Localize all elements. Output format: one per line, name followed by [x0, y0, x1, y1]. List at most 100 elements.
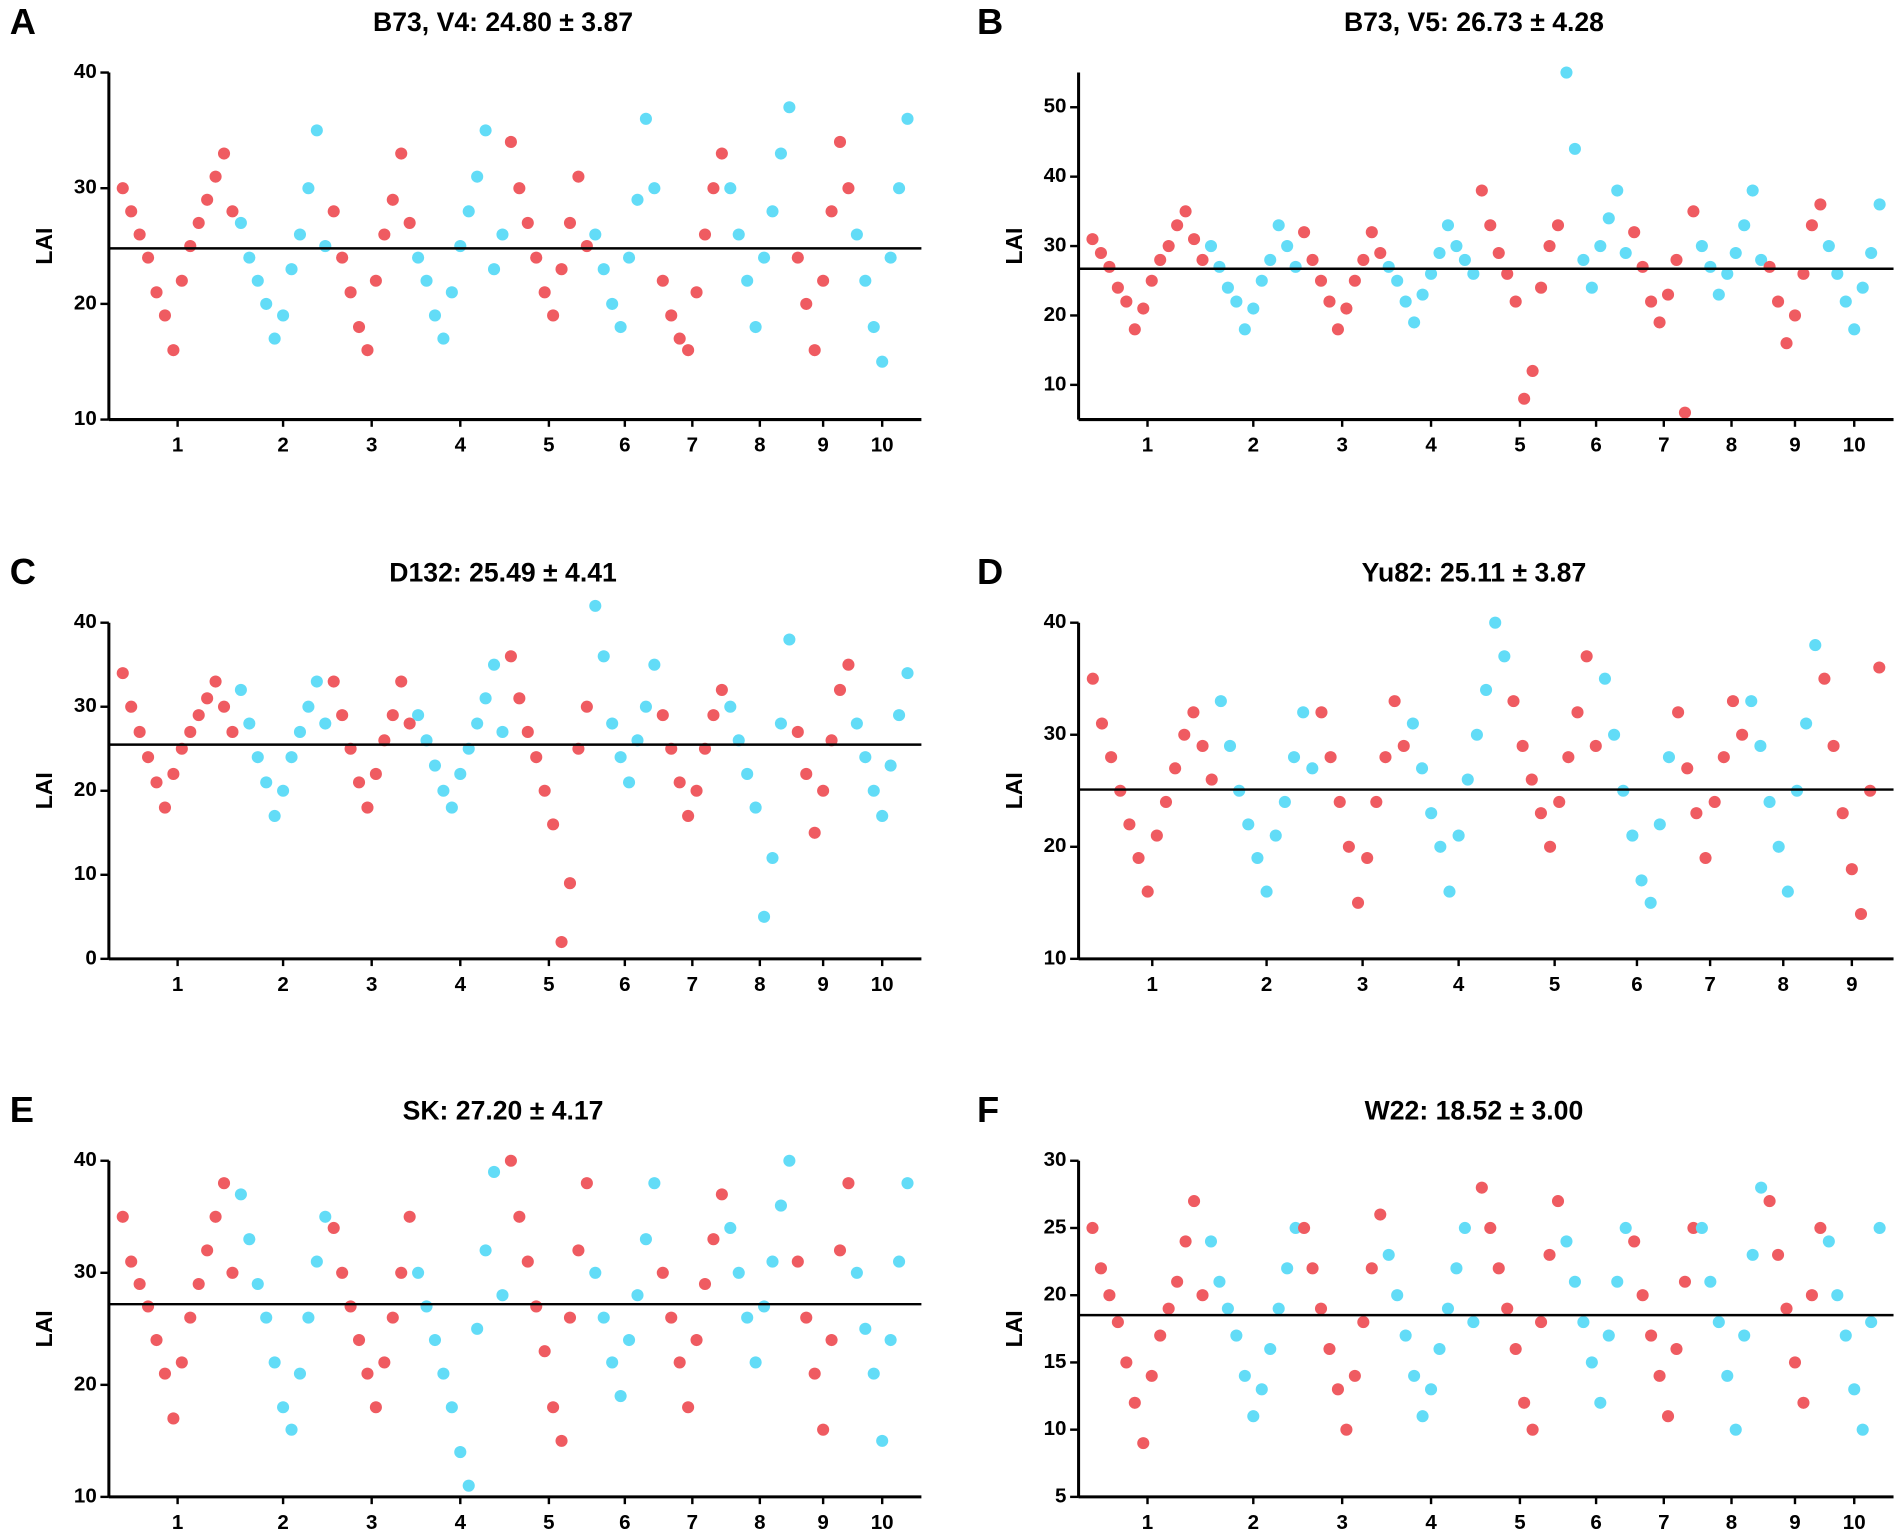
data-point: [445, 1401, 458, 1414]
data-point: [1535, 1316, 1548, 1329]
data-point: [1814, 1221, 1827, 1235]
data-point: [1585, 1356, 1598, 1369]
data-point: [336, 251, 349, 264]
x-tick-label: 5: [1514, 1511, 1525, 1534]
data-point: [1484, 1221, 1497, 1235]
x-tick-label: 3: [366, 1511, 377, 1534]
data-point: [825, 734, 838, 747]
chart-title: B73, V4: 24.80 ± 3.87: [373, 7, 633, 37]
data-point: [690, 286, 703, 299]
data-point: [774, 717, 787, 730]
y-tick-label: 20: [74, 1372, 97, 1395]
data-point: [1095, 717, 1109, 730]
data-point: [1314, 274, 1328, 287]
data-point: [175, 1356, 188, 1369]
data-point: [1086, 233, 1099, 246]
data-point: [1653, 316, 1666, 329]
x-tick-label: 2: [277, 434, 288, 457]
data-point: [1848, 323, 1861, 336]
data-point: [1645, 1329, 1658, 1342]
data-point: [707, 182, 720, 195]
data-point: [116, 667, 129, 680]
data-point: [783, 101, 796, 114]
data-point: [884, 1333, 897, 1347]
data-point: [1636, 260, 1649, 273]
data-point: [142, 751, 155, 764]
x-tick-label: 8: [1726, 1511, 1737, 1534]
data-point: [1348, 1369, 1361, 1382]
x-tick-label: 1: [172, 1511, 183, 1534]
data-point: [1626, 829, 1639, 842]
data-point: [1141, 885, 1154, 898]
data-point: [893, 1255, 906, 1268]
data-point: [1094, 246, 1107, 260]
data-point: [201, 1244, 214, 1257]
data-point: [1678, 406, 1692, 419]
x-tick-label: 5: [1514, 434, 1525, 457]
data-point: [1864, 784, 1877, 797]
data-point: [1120, 1356, 1133, 1369]
data-point: [201, 692, 214, 705]
data-point: [698, 1277, 712, 1291]
data-point: [1247, 302, 1260, 315]
data-point: [352, 1333, 366, 1347]
data-point: [1535, 281, 1548, 294]
x-tick-label: 8: [1726, 434, 1737, 457]
data-point: [293, 725, 307, 738]
data-point: [817, 784, 830, 797]
data-point: [1543, 240, 1556, 253]
data-point: [1571, 706, 1584, 719]
data-point: [116, 1210, 129, 1223]
data-point: [1433, 246, 1446, 260]
y-tick-label: 30: [74, 694, 97, 717]
data-point: [724, 1221, 737, 1235]
data-point: [1331, 323, 1344, 336]
data-point: [741, 767, 754, 781]
data-point: [901, 667, 914, 680]
panel-letter: E: [10, 1089, 34, 1130]
data-point: [437, 332, 450, 345]
data-point: [749, 320, 762, 334]
data-point: [395, 675, 408, 688]
data-point: [243, 1233, 256, 1246]
data-point: [167, 767, 180, 781]
y-tick-label: 10: [74, 407, 97, 430]
data-point: [817, 274, 830, 287]
data-point: [496, 228, 509, 241]
data-point: [277, 309, 290, 322]
data-point: [1865, 1316, 1878, 1329]
data-point: [1399, 1329, 1412, 1342]
data-point: [614, 751, 627, 764]
chart-title: Yu82: 25.11 ± 3.87: [1362, 557, 1587, 587]
data-point: [167, 1412, 180, 1425]
data-point: [656, 274, 669, 287]
data-point: [192, 709, 205, 722]
data-point: [1525, 773, 1538, 786]
data-point: [327, 675, 340, 688]
data-point: [842, 658, 855, 671]
data-point: [876, 355, 889, 368]
data-point: [1763, 795, 1776, 809]
data-point: [201, 193, 214, 206]
data-point: [1856, 281, 1869, 294]
data-point: [1805, 1289, 1818, 1302]
data-point: [1788, 1356, 1802, 1369]
data-point: [336, 1266, 349, 1279]
data-point: [715, 147, 728, 160]
data-point: [1289, 260, 1302, 273]
data-point: [471, 170, 484, 183]
data-point: [1434, 840, 1447, 853]
data-point: [1562, 751, 1575, 764]
data-point: [1754, 739, 1767, 752]
data-point: [1111, 1316, 1124, 1329]
data-point: [724, 700, 737, 713]
data-point: [1661, 288, 1675, 301]
data-point: [1690, 807, 1703, 820]
data-point: [260, 776, 273, 789]
data-point: [639, 1233, 652, 1246]
data-point: [1370, 795, 1383, 809]
data-point: [530, 1300, 543, 1313]
data-point: [1441, 219, 1455, 232]
data-point: [1340, 302, 1353, 315]
data-point: [1306, 253, 1319, 266]
